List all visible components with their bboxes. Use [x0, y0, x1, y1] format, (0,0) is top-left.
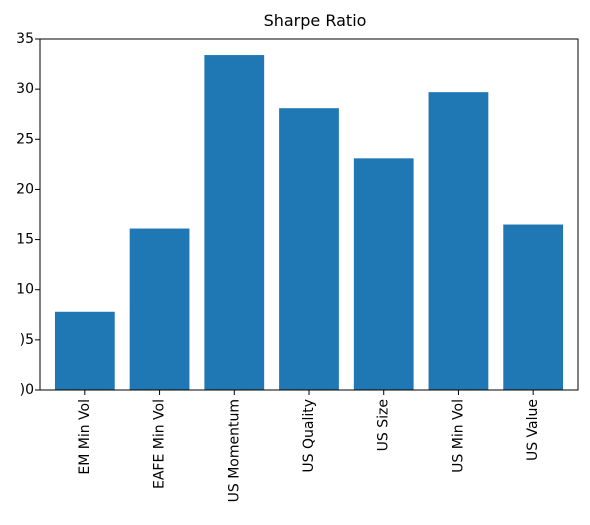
bars-layer	[54, 55, 564, 390]
x-tick-label: EAFE Min Vol	[152, 399, 168, 489]
y-axis: )0 )5 10 15 20 25 30 35	[16, 31, 40, 398]
bar-us-momentum	[204, 55, 265, 390]
y-tick-label: 10	[16, 282, 34, 298]
bar-em-min-vol	[54, 311, 115, 390]
bar-eafe-min-vol	[129, 228, 190, 390]
y-tick-label: )5	[20, 332, 34, 348]
x-tick-label: US Quality	[301, 399, 317, 473]
chart-title: Sharpe Ratio	[264, 11, 367, 30]
bar-us-value	[503, 224, 564, 390]
x-tick-label: US Value	[525, 399, 541, 461]
x-axis: EM Min Vol EAFE Min Vol US Momentum US Qual…	[77, 390, 541, 502]
y-tick-label: 25	[16, 131, 34, 147]
x-tick-label: US Momentum	[226, 399, 242, 502]
x-tick-label: US Size	[376, 399, 392, 451]
y-tick-label: 35	[16, 31, 34, 47]
bar-us-min-vol	[428, 92, 489, 390]
plot-frame	[39, 38, 579, 391]
y-tick-label: 15	[16, 232, 34, 248]
x-tick-label: US Min Vol	[450, 399, 466, 473]
bar-us-quality	[279, 108, 339, 390]
y-tick-label: 20	[16, 181, 34, 197]
y-tick-label: 30	[16, 81, 34, 97]
bar-us-size	[353, 158, 414, 390]
y-tick-label: )0	[20, 382, 34, 398]
x-tick-label: EM Min Vol	[77, 399, 93, 475]
